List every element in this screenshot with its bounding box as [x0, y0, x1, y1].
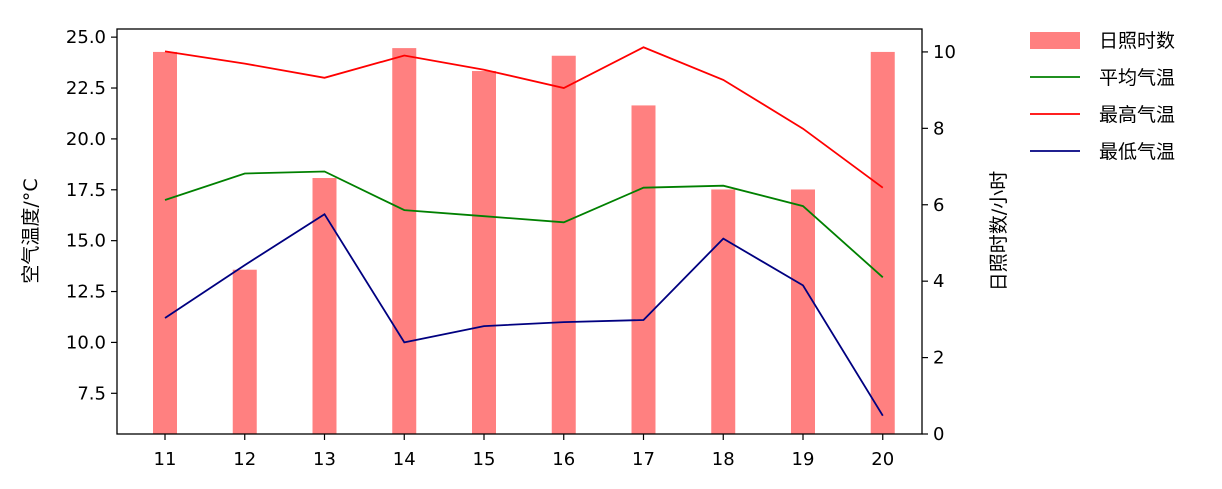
x-tick-label: 20	[871, 449, 894, 470]
bar-15	[472, 71, 496, 434]
y-axis-label: 空气温度/°C	[20, 178, 42, 283]
y2-tick-label: 10	[933, 42, 956, 63]
x-tick-label: 16	[552, 449, 575, 470]
x-tick-label: 17	[632, 449, 655, 470]
y-tick-label: 10.0	[66, 332, 106, 353]
bar-16	[551, 55, 576, 435]
bar-14	[392, 48, 417, 435]
y2-tick-label: 4	[933, 271, 944, 292]
x-tick-label: 12	[233, 449, 256, 470]
x-tick-label: 19	[792, 449, 815, 470]
y-tick-label: 7.5	[77, 383, 106, 404]
x-tick-label: 18	[712, 449, 735, 470]
y-tick-label: 22.5	[66, 78, 106, 99]
y-tick-label: 20.0	[66, 129, 106, 150]
bar-13	[312, 178, 337, 434]
legend-label: 最低气温	[1099, 141, 1175, 163]
line-3	[164, 212, 884, 417]
bar-19	[791, 189, 815, 434]
line-1	[164, 170, 884, 278]
y-axis-left: 7.5 10.0 12.5 15.0 17.5 20.0 22.5 25.0	[66, 27, 117, 404]
y-tick-label: 12.5	[66, 282, 106, 303]
y2-tick-label: 8	[933, 118, 944, 139]
y-tick-label: 17.5	[66, 180, 106, 201]
x-axis: 11 12 13 14 15 16 17 18 19 20	[154, 434, 894, 470]
y2-tick-label: 2	[933, 348, 944, 369]
plot-frame	[116, 28, 923, 435]
x-tick-label: 13	[313, 449, 336, 470]
bar-11	[153, 51, 177, 434]
line-series	[164, 46, 884, 417]
y2-axis-label: 日照时数/小时	[988, 171, 1010, 291]
y-tick-label: 15.0	[66, 231, 106, 252]
bar-18	[711, 189, 736, 434]
y2-tick-label: 6	[933, 195, 944, 216]
legend-label: 最高气温	[1099, 104, 1175, 126]
bar-12	[232, 269, 257, 434]
x-tick-label: 14	[393, 449, 416, 470]
y2-tick-label: 0	[933, 424, 944, 445]
legend-label: 平均气温	[1099, 67, 1175, 89]
legend-label: 日照时数	[1099, 30, 1175, 52]
y-axis-right: 0 2 4 6 8 10	[922, 42, 956, 445]
line-2	[164, 46, 884, 189]
y-tick-label: 25.0	[66, 27, 106, 48]
bar-17	[631, 105, 656, 434]
bar-20	[870, 51, 895, 434]
legend-swatch	[1030, 32, 1080, 49]
bar-series	[153, 48, 895, 435]
x-tick-label: 15	[473, 449, 496, 470]
x-tick-label: 11	[154, 449, 177, 470]
